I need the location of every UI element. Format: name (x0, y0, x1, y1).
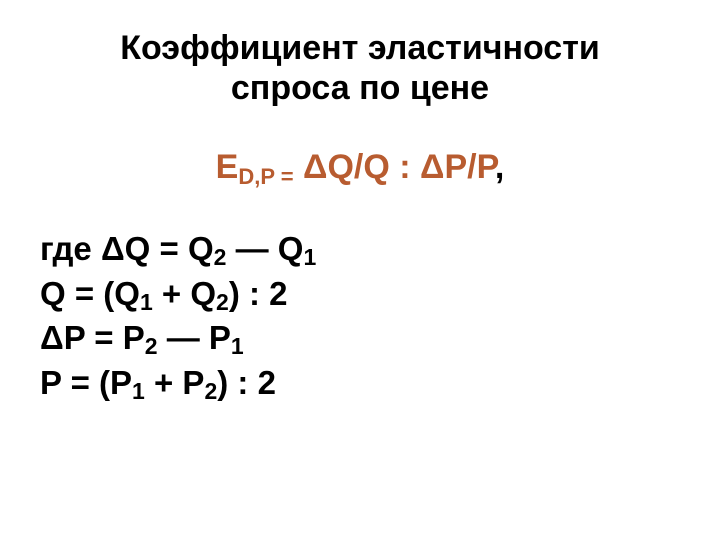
def2-mid: + Q (153, 275, 216, 312)
def2-pre: Q = (Q (40, 275, 140, 312)
definitions-block: где ΔQ = Q2 — Q1 Q = (Q1 + Q2) : 2 ΔP = … (40, 227, 680, 405)
def3-sub1: 2 (145, 333, 158, 359)
main-formula: ЕD,P = ΔQ/Q : ΔP/P, (40, 148, 680, 187)
def3-sub2: 1 (231, 333, 244, 359)
def1-sub1: 2 (214, 244, 227, 270)
formula-subscript: D,P = (238, 164, 293, 189)
title-line-1: Коэффициент эластичности (120, 29, 600, 67)
def3-pre: ΔP = P (40, 319, 145, 356)
formula-E: Е (216, 148, 239, 186)
formula-trailing-comma: , (495, 148, 504, 186)
def1-pre: где ΔQ = Q (40, 230, 214, 267)
definition-line-3: ΔP = P2 — P1 (40, 316, 680, 361)
def2-post: ) : 2 (229, 275, 288, 312)
def4-post: ) : 2 (217, 364, 276, 401)
slide: Коэффициент эластичности спроса по цене … (0, 0, 720, 540)
slide-title: Коэффициент эластичности спроса по цене (40, 28, 680, 108)
def1-sub2: 1 (303, 244, 316, 270)
def3-mid: — P (158, 319, 231, 356)
definition-line-4: P = (P1 + P2) : 2 (40, 361, 680, 406)
def1-mid: — Q (226, 230, 303, 267)
def4-sub2: 2 (204, 378, 217, 404)
definition-line-2: Q = (Q1 + Q2) : 2 (40, 272, 680, 317)
title-line-2: спроса по цене (231, 69, 489, 107)
def4-sub1: 1 (132, 378, 145, 404)
formula-body: ΔQ/Q : ΔP/P (294, 148, 495, 186)
def2-sub1: 1 (140, 289, 153, 315)
def2-sub2: 2 (216, 289, 229, 315)
def4-pre: P = (P (40, 364, 132, 401)
def4-mid: + P (145, 364, 205, 401)
definition-line-1: где ΔQ = Q2 — Q1 (40, 227, 680, 272)
